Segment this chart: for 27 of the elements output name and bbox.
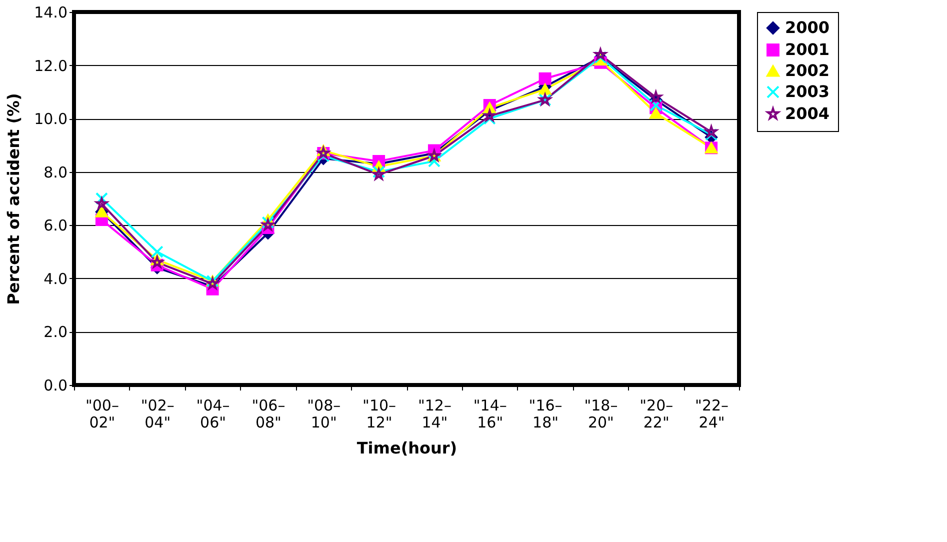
x-tick-label: "16–18": [528, 396, 562, 432]
legend-label: 2002: [785, 61, 830, 80]
y-tick-label: 4.0: [44, 270, 68, 288]
legend-label: 2003: [785, 82, 830, 101]
x-tick-label: "10–12": [362, 396, 396, 432]
x-tick-label: "02–04": [140, 396, 174, 432]
x-tick-label: "06–08": [252, 396, 286, 432]
x-axis-title: Time(hour): [356, 438, 458, 458]
x-tick-label: "18–20": [584, 396, 618, 432]
y-tick-label: 10.0: [34, 110, 68, 128]
legend-label: 2001: [785, 40, 830, 59]
y-tick-label: 0.0: [44, 376, 68, 394]
x-tick-label: "04–06": [196, 396, 230, 432]
x-tick-label: "22–24": [695, 396, 729, 432]
x-tick-label: "20–22": [640, 396, 674, 432]
x-tick-label: "12–14": [418, 396, 452, 432]
x-tick-label: "14–16": [473, 396, 507, 432]
y-tick-label: 14.0: [34, 4, 68, 22]
legend-label: 2000: [785, 18, 830, 37]
legend-label: 2004: [785, 104, 830, 123]
y-tick-label: 6.0: [44, 216, 68, 235]
y-tick-label: 8.0: [44, 163, 68, 182]
y-axis-title: Percent of accident (%): [4, 93, 24, 305]
y-tick-label: 2.0: [44, 323, 68, 342]
x-tick-label: "00–02": [85, 396, 119, 432]
y-tick-label: 12.0: [34, 56, 68, 75]
x-tick-label: "08–10": [307, 396, 341, 432]
